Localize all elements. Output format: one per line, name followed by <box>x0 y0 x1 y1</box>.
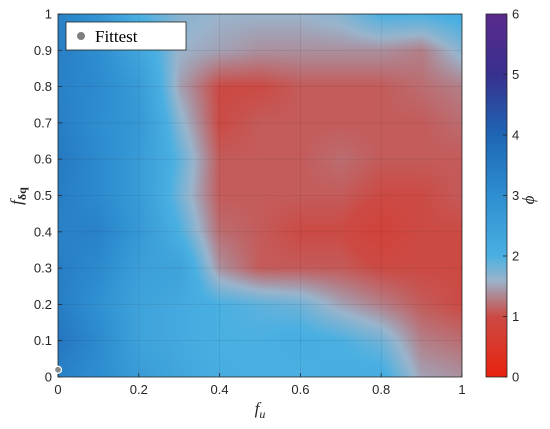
x-tick-label: 0.2 <box>130 382 148 397</box>
grid-lines <box>57 13 463 378</box>
colorbar-tick-label: 1 <box>512 309 519 324</box>
svg-text:fδq: fδq <box>7 187 29 205</box>
y-tick-label: 0.3 <box>34 261 52 276</box>
x-axis-label: fu <box>255 399 266 421</box>
x-tick-label: 0.6 <box>291 382 309 397</box>
x-tick-label: 0.8 <box>372 382 390 397</box>
x-label-main: f <box>255 399 262 418</box>
colorbar-ticks: 0 1 2 3 4 5 6 <box>503 7 519 385</box>
legend-label: Fittest <box>95 27 138 46</box>
y-tick-label: 0.1 <box>34 333 52 348</box>
y-axis-ticks: 0 0.1 0.2 0.3 0.4 0.5 0.6 0.7 0.8 0.9 1 <box>34 7 62 385</box>
y-tick-label: 0.8 <box>34 79 52 94</box>
y-tick-label: 0.6 <box>34 152 52 167</box>
x-label-sub: u <box>259 407 265 421</box>
legend-box <box>65 21 187 51</box>
colorbar: 0 1 2 3 4 5 6 ϕ <box>485 7 538 385</box>
colorbar-tick-label: 5 <box>512 67 519 82</box>
heatmap-surface <box>58 14 462 377</box>
colorbar-tick-label: 4 <box>512 128 519 143</box>
legend-marker <box>77 32 85 40</box>
colorbar-tick-label: 2 <box>512 249 519 264</box>
x-tick-label: 1 <box>458 382 465 397</box>
colorbar-tick-label: 0 <box>512 370 519 385</box>
plot-area: 0 0.2 0.4 0.6 0.8 1 0 0.1 0.2 0.3 0.4 0.5 0.6 0.7 0.8… <box>34 7 466 398</box>
x-tick-label: 0 <box>54 382 61 397</box>
colorbar-tick-label: 3 <box>512 188 519 203</box>
y-tick-label: 0 <box>45 370 52 385</box>
y-tick-label: 0.7 <box>34 115 52 130</box>
x-tick-label: 0.4 <box>211 382 229 397</box>
y-tick-label: 0.4 <box>34 224 52 239</box>
y-axis-label: fδq <box>7 187 29 205</box>
y-tick-label: 0.9 <box>34 43 52 58</box>
fittest-point-marker <box>53 365 63 374</box>
colorbar-tick-label: 6 <box>512 7 519 22</box>
svg-text:fu: fu <box>255 399 266 421</box>
y-tick-label: 1 <box>45 7 52 22</box>
x-axis-ticks: 0 0.2 0.4 0.6 0.8 1 <box>54 373 466 397</box>
y-label-sub: δq <box>15 187 29 200</box>
y-tick-label: 0.5 <box>34 188 52 203</box>
colorbar-label: ϕ <box>519 195 538 204</box>
y-tick-label: 0.2 <box>34 297 52 312</box>
y-label-main: f <box>7 198 26 205</box>
legend: Fittest <box>65 21 187 51</box>
